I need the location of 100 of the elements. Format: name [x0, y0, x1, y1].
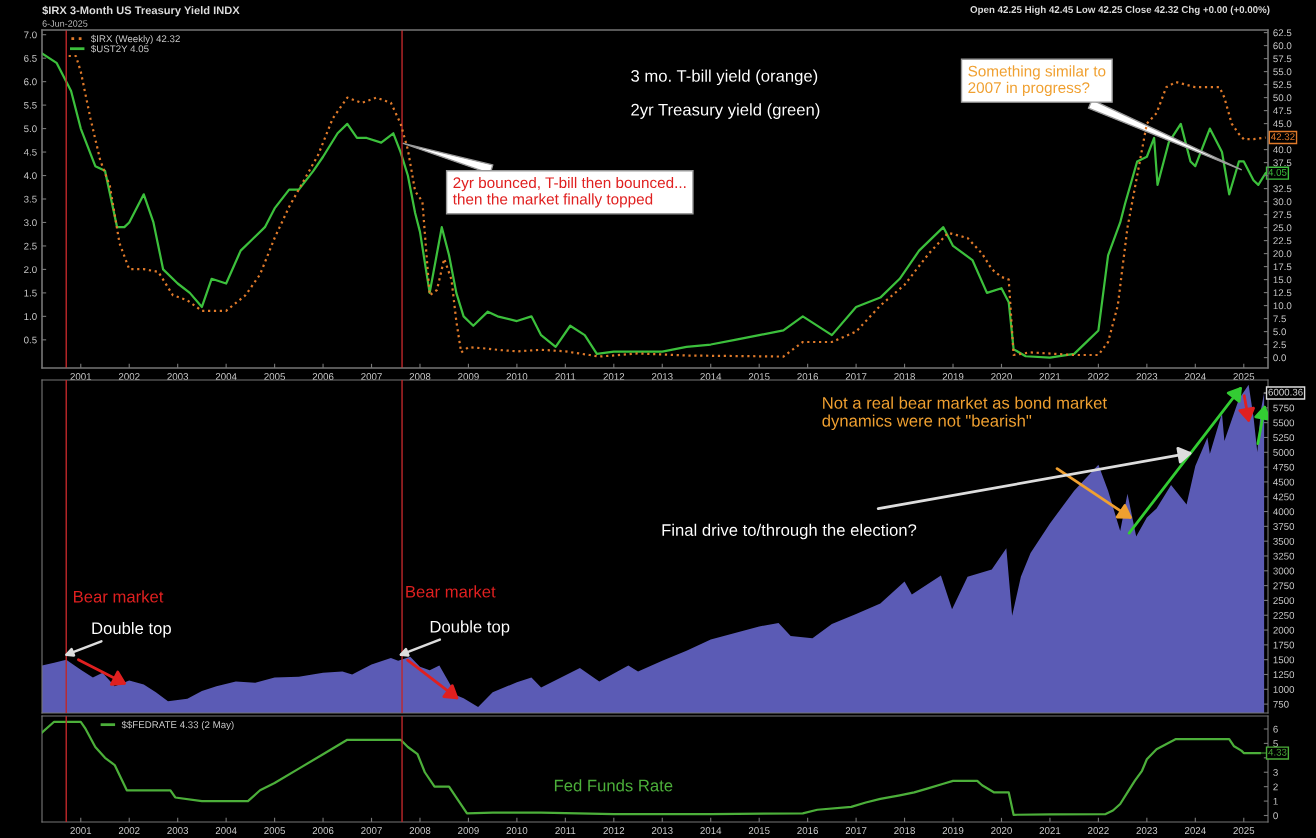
y2-tick-label: 47.5	[1273, 107, 1292, 115]
x-tick-label: 2010	[506, 827, 528, 834]
y2-tick-label: 0.0	[1273, 354, 1286, 362]
x-tick-label: 2004	[215, 373, 237, 380]
y2-tick-label: 30.0	[1273, 198, 1292, 206]
annotation: Double top	[430, 620, 510, 636]
x-tick-label: 2008	[409, 827, 431, 834]
x-tick-label: 2013	[651, 827, 673, 834]
x-tick-label: 2009	[458, 827, 479, 834]
y-tick-label: 2250	[1273, 611, 1295, 619]
y-tick-label: 2.0	[24, 266, 37, 274]
y2-tick-label: 37.5	[1273, 159, 1292, 167]
y-tick-label: 1.5	[24, 289, 37, 297]
x-tick-label: 2008	[409, 373, 431, 380]
x-tick-label: 2016	[797, 827, 819, 834]
y-tick-label: 1750	[1273, 641, 1295, 649]
x-tick-label: 2004	[215, 827, 237, 834]
x-tick-label: 2006	[312, 373, 334, 380]
x-tick-label: 2025	[1233, 373, 1255, 380]
y2-tick-label: 57.5	[1273, 55, 1292, 63]
legend-label: $IRX (Weekly) 42.32	[90, 34, 180, 45]
x-tick-label: 2006	[312, 827, 334, 834]
annotation: Not a real bear market as bond market dynamics were not "bearish"	[822, 396, 1107, 431]
annotation: 6000.36	[1268, 388, 1303, 396]
x-tick-label: 2015	[748, 827, 770, 834]
y-tick-label: 4750	[1273, 463, 1295, 471]
annotation: 4.33	[1268, 748, 1287, 756]
y-tick-label: 1.0	[24, 313, 37, 320]
y-tick-label: 3750	[1273, 523, 1295, 530]
x-tick-label: 2001	[70, 373, 92, 380]
y2-tick-label: 45.0	[1273, 120, 1292, 128]
x-tick-label: 2025	[1233, 827, 1255, 834]
annotation: 2yr bounced, T-bill then bounced... then the market finally topped	[452, 176, 686, 208]
y2-tick-label: 27.5	[1273, 211, 1292, 219]
y-tick-label: 750	[1273, 700, 1289, 708]
legend-label: $$FEDRATE 4.33 (2 May)	[121, 720, 234, 731]
y-tick-label: 0	[1273, 812, 1278, 820]
y2-tick-label: 50.0	[1273, 94, 1292, 102]
y-tick-label: 5500	[1273, 419, 1295, 427]
annotation: Something similar to 2007 in progress?	[968, 65, 1106, 97]
x-tick-label: 2003	[167, 373, 189, 380]
y2-tick-label: 15.0	[1273, 276, 1292, 284]
legend-label: $UST2Y 4.05	[90, 44, 149, 53]
y-tick-label: 2000	[1273, 626, 1295, 634]
x-tick-label: 2019	[942, 373, 964, 380]
x-tick-label: 2020	[991, 827, 1012, 834]
y-tick-label: 3000	[1273, 567, 1295, 575]
x-tick-label: 2013	[651, 373, 673, 380]
text: Open 42.25 High 42.45 Low 42.25 Close 42.32 Chg +0.00 (+0.00%)	[970, 5, 1270, 15]
y2-tick-label: 10.0	[1273, 302, 1292, 310]
x-tick-label: 2005	[264, 827, 286, 834]
annotation: Bear market	[406, 585, 496, 598]
y2-tick-label: 62.5	[1273, 29, 1292, 37]
y-tick-label: 6	[1273, 725, 1278, 733]
annotation: 4.05	[1268, 168, 1287, 176]
annotation: Double top	[92, 621, 171, 638]
x-tick-label: 2014	[700, 827, 722, 834]
chart-title: $IRX 3-Month US Treasury Yield INDX	[42, 5, 240, 17]
x-tick-label: 2002	[118, 373, 140, 380]
x-tick-label: 2005	[264, 373, 286, 380]
y-tick-label: 1500	[1273, 656, 1295, 664]
x-tick-label: 2016	[797, 373, 819, 380]
x-tick-label: 2011	[555, 373, 576, 380]
annotation: 2yr Treasury yield (green)	[631, 103, 820, 119]
x-tick-label: 2023	[1136, 827, 1158, 834]
x-tick-label: 2015	[748, 373, 770, 380]
y2-tick-label: 52.5	[1273, 81, 1292, 89]
x-tick-label: 2014	[700, 373, 722, 380]
y2-tick-label: 32.5	[1273, 185, 1292, 193]
y-tick-label: 2500	[1273, 597, 1295, 605]
x-tick-label: 2007	[361, 373, 382, 380]
y-tick-label: 0.5	[24, 336, 37, 344]
y-tick-label: 4.0	[23, 172, 37, 180]
x-tick-label: 2012	[603, 827, 625, 834]
annotation: 3 mo. T-bill yield (orange)	[631, 69, 818, 86]
annotation: Bear market	[74, 590, 164, 603]
y-tick-label: 5250	[1273, 434, 1295, 442]
y-tick-label: 3.5	[24, 195, 37, 203]
y-tick-label: 6.5	[24, 54, 37, 62]
x-tick-label: 2011	[555, 827, 576, 834]
x-tick-label: 2010	[506, 373, 528, 380]
y-tick-label: 2	[1273, 783, 1278, 791]
y-tick-label: 2.5	[24, 242, 37, 250]
y-tick-label: 5000	[1273, 449, 1295, 456]
data-label: 42.32	[1271, 133, 1295, 141]
y-tick-label: 6.0	[24, 78, 37, 86]
x-tick-label: 2021	[1039, 827, 1061, 834]
y-tick-label: 4500	[1273, 478, 1295, 486]
annotation: Final drive to/through the election?	[662, 523, 917, 540]
x-tick-label: 2023	[1136, 373, 1158, 380]
chart-subtitle: 6-Jun-2025	[42, 20, 88, 27]
y2-tick-label: 22.5	[1273, 237, 1292, 245]
y-tick-label: 5	[1273, 740, 1278, 748]
y2-tick-label: 17.5	[1273, 263, 1292, 271]
x-tick-label: 2012	[603, 373, 625, 380]
x-tick-label: 2001	[70, 827, 92, 834]
y2-tick-label: 7.5	[1273, 315, 1286, 323]
y-tick-label: 1	[1273, 797, 1278, 805]
x-tick-label: 2017	[845, 373, 867, 380]
y-tick-label: 5.0	[24, 125, 37, 133]
